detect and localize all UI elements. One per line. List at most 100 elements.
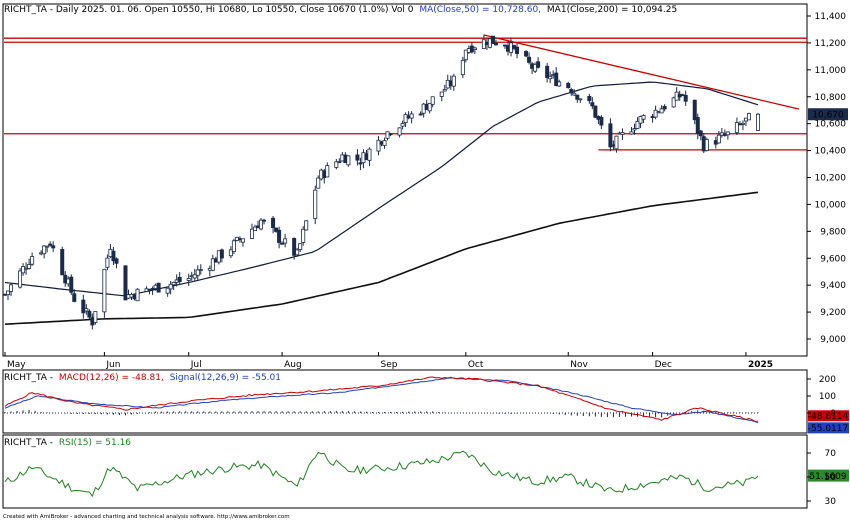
candle-body (527, 56, 532, 63)
candle-body (403, 114, 408, 123)
candle-body (51, 245, 56, 249)
candle-body (313, 189, 318, 219)
last-price-marker (808, 108, 848, 121)
rsi-y-tick-label: 70 (825, 449, 837, 459)
rsi-y-tick-label: 50 (825, 473, 837, 483)
candle-body (274, 227, 279, 232)
candle-body (590, 102, 595, 107)
price-panel: 10,670 (3, 34, 848, 330)
x-tick-label: Jun (105, 360, 120, 370)
candle-body (18, 270, 23, 288)
rsi-value-label: 51.1609 (809, 472, 846, 482)
candle-body (608, 123, 613, 148)
candle-body (388, 133, 393, 136)
candle-body (716, 134, 721, 144)
candle-body (524, 51, 529, 57)
candle-body (439, 91, 444, 97)
candle-body (638, 116, 643, 124)
candle-body (451, 75, 456, 87)
candle-body (382, 140, 387, 146)
x-tick-label: Oct (468, 360, 484, 370)
candle-body (277, 229, 282, 243)
candle-body (490, 35, 495, 45)
price-y-tick-label: 11,000 (815, 66, 847, 76)
x-tick-label: May (7, 360, 26, 370)
candle-body (554, 72, 559, 87)
candle-body (400, 123, 405, 127)
candle-body (298, 243, 303, 251)
candle-body (168, 283, 173, 290)
macd-panel: -48.8114 -55.0117 (4, 376, 849, 434)
macd-line (4, 376, 759, 422)
candle-body (228, 249, 233, 257)
price-frame (2, 3, 808, 357)
candle-body (150, 288, 155, 290)
price-y-tick-label: 9,200 (820, 308, 846, 318)
signal-value-label: -55.0117 (808, 424, 848, 434)
price-y-tick-label: 10,400 (815, 147, 847, 157)
candle-body (105, 257, 110, 268)
candle-body (746, 113, 751, 121)
rsi-frame (2, 434, 808, 509)
candle-body (683, 94, 688, 102)
candle-body (283, 238, 288, 244)
candle-body (337, 161, 342, 164)
candle-body (177, 276, 182, 282)
ma50-legend: MA(Close,50) = 10,728.60, (419, 5, 541, 15)
candle-body (587, 95, 592, 102)
candle-body (262, 219, 267, 222)
candle-body (192, 274, 197, 279)
candle-body (635, 120, 640, 129)
candle-body (692, 99, 697, 121)
price-y-tick-label: 10,600 (815, 120, 847, 130)
candle-body (358, 162, 363, 165)
candle-body (195, 269, 200, 276)
signal-legend: Signal(12,26,9) = -55.01 (170, 373, 281, 383)
candle-body (734, 122, 739, 133)
candle-body (725, 131, 730, 136)
x-tick-label: Dec (655, 360, 672, 370)
candle-body (280, 242, 285, 245)
ma50-line (4, 81, 759, 297)
candle-body (662, 105, 667, 110)
candle-body (135, 288, 140, 302)
candle-body (548, 76, 553, 80)
candle-body (698, 130, 703, 137)
candle-body (367, 148, 372, 161)
x-tick-label: Aug (284, 360, 302, 370)
panel-frames (2, 3, 808, 509)
candle-body (575, 94, 580, 100)
chart-title-text: RICHT_TA - Daily 2025. 01. 06. Open 1055… (4, 5, 414, 15)
candle-body (48, 243, 53, 246)
candle-body (102, 268, 107, 313)
candle-body (515, 46, 520, 55)
candle-body (545, 65, 550, 78)
price-y-tick-label: 9,600 (820, 254, 846, 264)
rsi-panel: 51.1609 (4, 450, 849, 498)
candle-body (114, 258, 119, 264)
rsi-panel-title: RICHT_TA - RSI(15) = 51.16 (4, 438, 131, 448)
candle-body (72, 293, 77, 302)
candle-body (632, 128, 637, 131)
candle-body (45, 245, 50, 248)
candle-body (463, 49, 468, 61)
x-tick-label: Nov (570, 360, 588, 370)
candle-body (569, 89, 574, 94)
candle-body (472, 47, 477, 50)
macd-legend: MACD(12,26) = -48.81, (59, 373, 164, 383)
candle-body (376, 139, 381, 152)
candle-body (641, 115, 646, 120)
price-y-tick-label: 10,800 (815, 93, 847, 103)
signal-line (4, 377, 759, 424)
candle-body (30, 256, 35, 265)
candle-body (355, 154, 360, 161)
candle-body (21, 266, 26, 274)
price-y-tick-label: 10,200 (815, 174, 847, 184)
candle-body (430, 96, 435, 105)
candle-body (231, 240, 236, 252)
candle-body (671, 97, 676, 108)
candle-body (123, 265, 128, 301)
candle-body (566, 82, 571, 89)
candle-body (442, 89, 447, 92)
